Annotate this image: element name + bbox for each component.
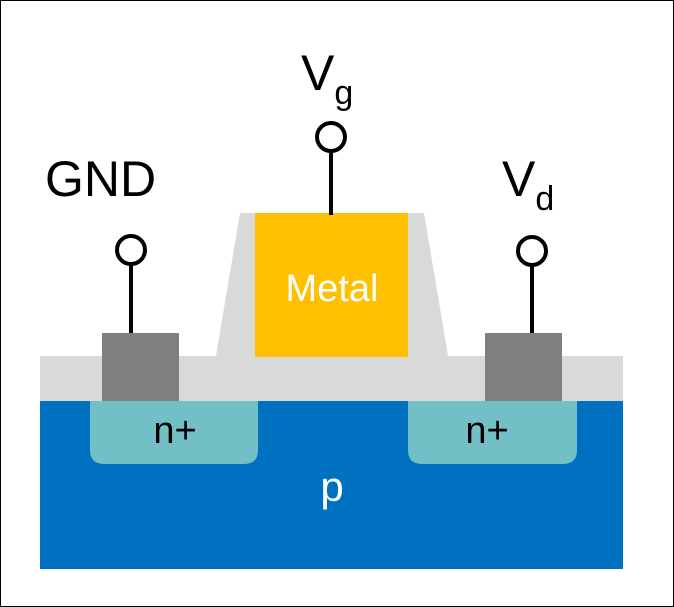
gnd-label: GND — [45, 151, 156, 207]
drain-voltage-subscript: d — [535, 180, 554, 218]
source-n-region — [90, 401, 258, 464]
gate-metal — [255, 213, 408, 357]
drain-n-region — [408, 401, 577, 464]
source-contact — [102, 333, 179, 401]
gate-metal-label: Metal — [286, 268, 379, 310]
drain-region-label: n+ — [465, 410, 508, 452]
source-terminal-icon — [115, 234, 147, 266]
drain-voltage-label: Vd — [502, 151, 554, 218]
gate-voltage-label: Vg — [301, 45, 353, 112]
drain-terminal-icon — [516, 235, 548, 267]
gate-terminal-icon — [315, 121, 347, 153]
gate-voltage-main: V — [301, 45, 335, 101]
substrate-label: p — [320, 463, 343, 510]
gate-voltage-subscript: g — [334, 74, 353, 112]
drain-voltage-main: V — [502, 151, 536, 207]
source-region-label: n+ — [153, 410, 196, 452]
drain-contact — [485, 333, 562, 401]
